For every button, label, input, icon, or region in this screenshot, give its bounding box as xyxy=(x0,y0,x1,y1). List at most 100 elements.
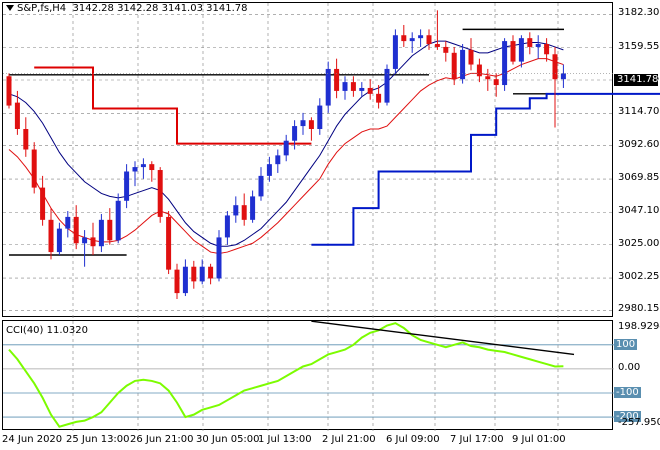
time-axis-label: 2 Jul 21:00 xyxy=(322,434,376,445)
candle-body xyxy=(56,228,62,253)
candle-body xyxy=(275,155,281,165)
price-axis-label: 3069.85 xyxy=(618,172,660,184)
candle-body xyxy=(485,76,491,80)
dropdown-triangle-icon[interactable] xyxy=(6,5,14,11)
ohlc-high: 3142.28 xyxy=(117,3,159,14)
cci-title: CCI(40) 11.0320 xyxy=(6,325,88,336)
candle-body xyxy=(124,171,130,201)
candle-body xyxy=(518,38,524,62)
price-axis-label: 3182.30 xyxy=(618,7,660,19)
candle-body xyxy=(468,49,474,65)
candle-body xyxy=(199,266,205,282)
cci-trendline xyxy=(311,320,575,356)
time-axis-label: 30 Jun 05:00 xyxy=(196,434,260,445)
time-axis-label: 1 Jul 13:00 xyxy=(258,434,312,445)
candle-body xyxy=(14,102,20,129)
candle-body xyxy=(73,216,79,244)
candle-body xyxy=(98,219,104,247)
candle-body xyxy=(31,149,37,188)
symbol-label: S&P,fs,H4 xyxy=(17,3,67,14)
candle-body xyxy=(208,266,214,279)
price-axis-label: 3047.10 xyxy=(618,205,660,217)
price-axis-label: 3002.25 xyxy=(618,271,660,283)
candle-body xyxy=(140,164,146,168)
candle-body xyxy=(241,205,247,220)
candle-body xyxy=(434,44,440,47)
candle-body xyxy=(266,164,272,176)
candle-body xyxy=(527,38,533,47)
cci-axis-label: 198.9294 xyxy=(618,321,660,332)
candle-body xyxy=(166,216,172,270)
candle-body xyxy=(342,82,348,91)
candle-body xyxy=(23,129,29,150)
candle-body xyxy=(334,68,340,91)
ohlc-open: 3142.28 xyxy=(72,3,114,14)
candle-body xyxy=(460,49,466,80)
candle-body xyxy=(149,164,155,171)
candle-body xyxy=(40,187,46,220)
cci-axis-label: -100 xyxy=(614,386,641,398)
candle-body xyxy=(250,196,256,220)
candle-body xyxy=(493,79,499,86)
cci-axis-label: -200 xyxy=(614,411,641,423)
price-axis-label: 3092.60 xyxy=(618,138,660,150)
cci-line xyxy=(8,322,564,428)
time-axis-label: 6 Jul 09:00 xyxy=(386,434,440,445)
candle-body xyxy=(409,38,415,42)
candle-body xyxy=(544,44,550,55)
candle-body xyxy=(401,35,407,42)
trailing-stop-blue-line xyxy=(311,92,660,246)
candle-body xyxy=(426,35,432,45)
cci-axis-label: 100 xyxy=(614,338,638,350)
candle-body xyxy=(191,266,197,282)
candle-body xyxy=(451,52,457,80)
candle-body xyxy=(258,175,264,197)
time-axis-label: 9 Jul 01:00 xyxy=(512,434,566,445)
time-axis-label: 7 Jul 17:00 xyxy=(450,434,504,445)
ohlc-low: 3141.03 xyxy=(161,3,203,14)
candle-body xyxy=(90,237,96,247)
price-axis-label: 3114.70 xyxy=(618,106,660,118)
current-price-tag: 3141.78 xyxy=(614,74,658,86)
candle-body xyxy=(350,82,356,91)
candle-body xyxy=(48,219,54,253)
candle-body xyxy=(216,237,222,279)
candle-body xyxy=(283,140,289,156)
candle-body xyxy=(560,73,566,80)
candle-body xyxy=(300,120,306,127)
price-axis-label: 3025.00 xyxy=(618,237,660,249)
time-axis-label: 25 Jun 13:00 xyxy=(66,434,130,445)
candle-body xyxy=(476,64,482,77)
candlestick-chart xyxy=(3,3,660,318)
ohlc-close: 3141.78 xyxy=(206,3,248,14)
cci-chart xyxy=(3,320,614,431)
candle-body xyxy=(224,215,230,238)
cci-axis-label: 0.00 xyxy=(618,361,641,373)
candle-body xyxy=(502,41,508,86)
candle-body xyxy=(65,216,71,229)
cci-axis-label: -257.9503 xyxy=(618,417,660,428)
cci-indicator-panel[interactable] xyxy=(2,320,614,431)
candle-body xyxy=(107,219,113,241)
candle-body xyxy=(535,44,541,47)
price-chart-panel[interactable] xyxy=(2,2,660,318)
time-axis-label: 26 Jun 21:00 xyxy=(130,434,194,445)
candle-body xyxy=(418,35,424,39)
candle-body xyxy=(132,167,138,172)
candle-body xyxy=(233,205,239,216)
candle-body xyxy=(308,120,314,129)
candle-body xyxy=(6,76,12,106)
price-axis-label: 2980.15 xyxy=(618,303,660,315)
candle-body xyxy=(552,54,558,80)
candle-body xyxy=(443,46,449,53)
candle-body xyxy=(376,93,382,103)
candle-body xyxy=(384,68,390,103)
candle-body xyxy=(174,269,180,294)
candle-body xyxy=(82,237,88,244)
candle-body xyxy=(510,41,516,62)
candle-body xyxy=(157,170,163,217)
time-axis-label: 24 Jun 2020 xyxy=(2,434,63,445)
trailing-stop-red-line xyxy=(34,66,312,145)
candle-body xyxy=(367,87,373,94)
price-axis-label: 3159.55 xyxy=(618,40,660,52)
